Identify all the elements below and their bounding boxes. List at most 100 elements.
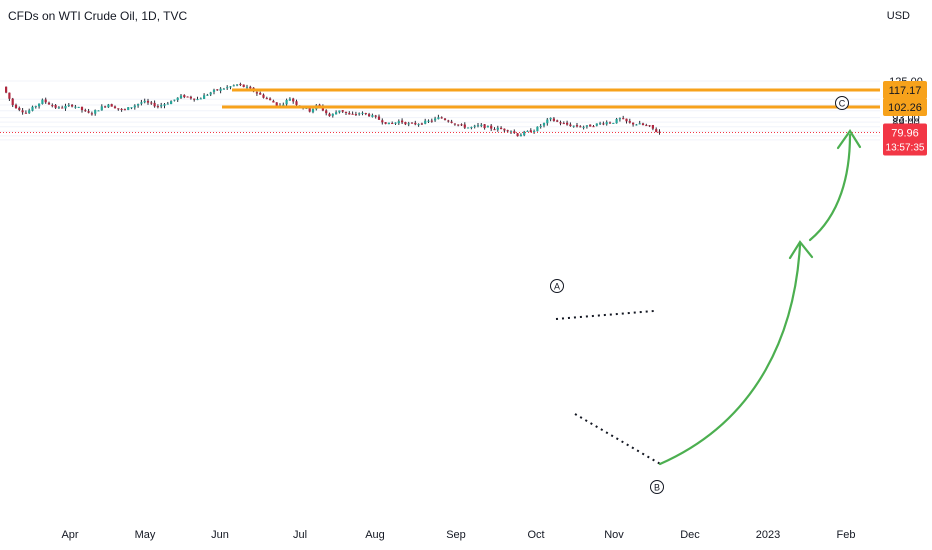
candle-body: [328, 113, 331, 117]
candle: [54, 104, 57, 109]
candle: [249, 85, 252, 89]
candle-body: [47, 102, 51, 105]
candle: [572, 125, 575, 128]
candle: [612, 122, 615, 124]
candle: [311, 108, 315, 114]
candle: [579, 125, 582, 128]
candle-body: [513, 131, 516, 133]
candle: [490, 124, 493, 131]
candle-body: [24, 112, 27, 114]
candle: [460, 123, 463, 126]
candle-body: [150, 102, 153, 104]
candle: [582, 125, 585, 130]
candle-body: [622, 118, 625, 120]
candle-body: [381, 120, 384, 123]
candle-body: [453, 123, 456, 125]
candle-body: [493, 129, 496, 131]
candle: [47, 101, 51, 105]
candle: [562, 121, 565, 125]
candle-body: [44, 99, 47, 103]
candle: [232, 84, 235, 87]
candle-body: [338, 110, 341, 113]
candle-body: [523, 131, 526, 136]
candle-body: [173, 99, 176, 101]
candle-body: [130, 107, 133, 109]
candle-body: [569, 124, 572, 127]
candle-body: [427, 120, 430, 122]
candle: [384, 122, 387, 125]
x-tick-label: Oct: [527, 529, 544, 541]
candle-body: [407, 123, 410, 125]
candle: [351, 111, 354, 115]
candle: [170, 100, 173, 105]
candle-body: [562, 123, 565, 125]
candle-body: [179, 95, 183, 99]
candle: [163, 103, 166, 109]
candle: [308, 108, 311, 113]
candle: [77, 106, 80, 108]
candle: [513, 129, 516, 134]
candle: [440, 116, 443, 119]
candle-body: [51, 105, 54, 107]
candle-body: [239, 83, 242, 85]
candle: [358, 112, 361, 116]
candle: [463, 122, 466, 130]
candle: [130, 107, 133, 110]
candle: [127, 106, 130, 111]
candle: [176, 97, 179, 102]
candle-body: [308, 108, 311, 112]
candle-body: [358, 113, 361, 115]
candle-body: [648, 125, 651, 127]
candle: [203, 93, 206, 100]
candle-body: [566, 122, 569, 125]
candle: [599, 121, 602, 126]
candle-body: [146, 100, 150, 103]
candle-body: [133, 105, 136, 108]
candle-body: [473, 125, 476, 127]
candle-body: [460, 124, 463, 126]
candle-body: [236, 84, 239, 86]
candle: [28, 108, 31, 114]
candle: [401, 118, 404, 125]
candle: [414, 120, 417, 126]
candle: [18, 106, 21, 112]
candle: [493, 127, 496, 131]
candle-body: [361, 112, 364, 114]
lower-trend-dots: [574, 413, 663, 466]
candle-body: [226, 87, 229, 89]
candle: [589, 124, 592, 127]
candle: [51, 103, 54, 108]
candle-body: [470, 127, 473, 129]
candle-body: [311, 108, 315, 113]
candle: [645, 123, 648, 127]
candle-body: [137, 103, 140, 106]
x-tick-label: Aug: [365, 529, 385, 541]
candle: [236, 84, 239, 87]
candle-body: [80, 106, 84, 111]
level-badge: [883, 97, 927, 116]
candle-body: [123, 109, 126, 111]
candle: [374, 114, 377, 119]
candle-body: [87, 111, 90, 113]
candle-body: [490, 125, 493, 129]
candle: [21, 108, 24, 115]
candle: [193, 98, 196, 102]
candle-body: [120, 108, 123, 110]
candle-body: [374, 115, 377, 117]
candle: [97, 110, 100, 112]
candle-body: [368, 114, 371, 117]
candle-body: [618, 118, 621, 120]
wave-label-circle: [835, 96, 849, 110]
candle-body: [245, 86, 249, 88]
last-price-label: 79.96: [891, 127, 919, 139]
candle: [123, 108, 126, 111]
candle-body: [156, 106, 159, 108]
candle: [605, 120, 608, 126]
candle: [242, 84, 245, 88]
candle-body: [539, 125, 542, 127]
candle-body: [483, 124, 486, 129]
candle-body: [8, 92, 11, 99]
candle: [457, 124, 460, 127]
candle: [41, 98, 44, 105]
